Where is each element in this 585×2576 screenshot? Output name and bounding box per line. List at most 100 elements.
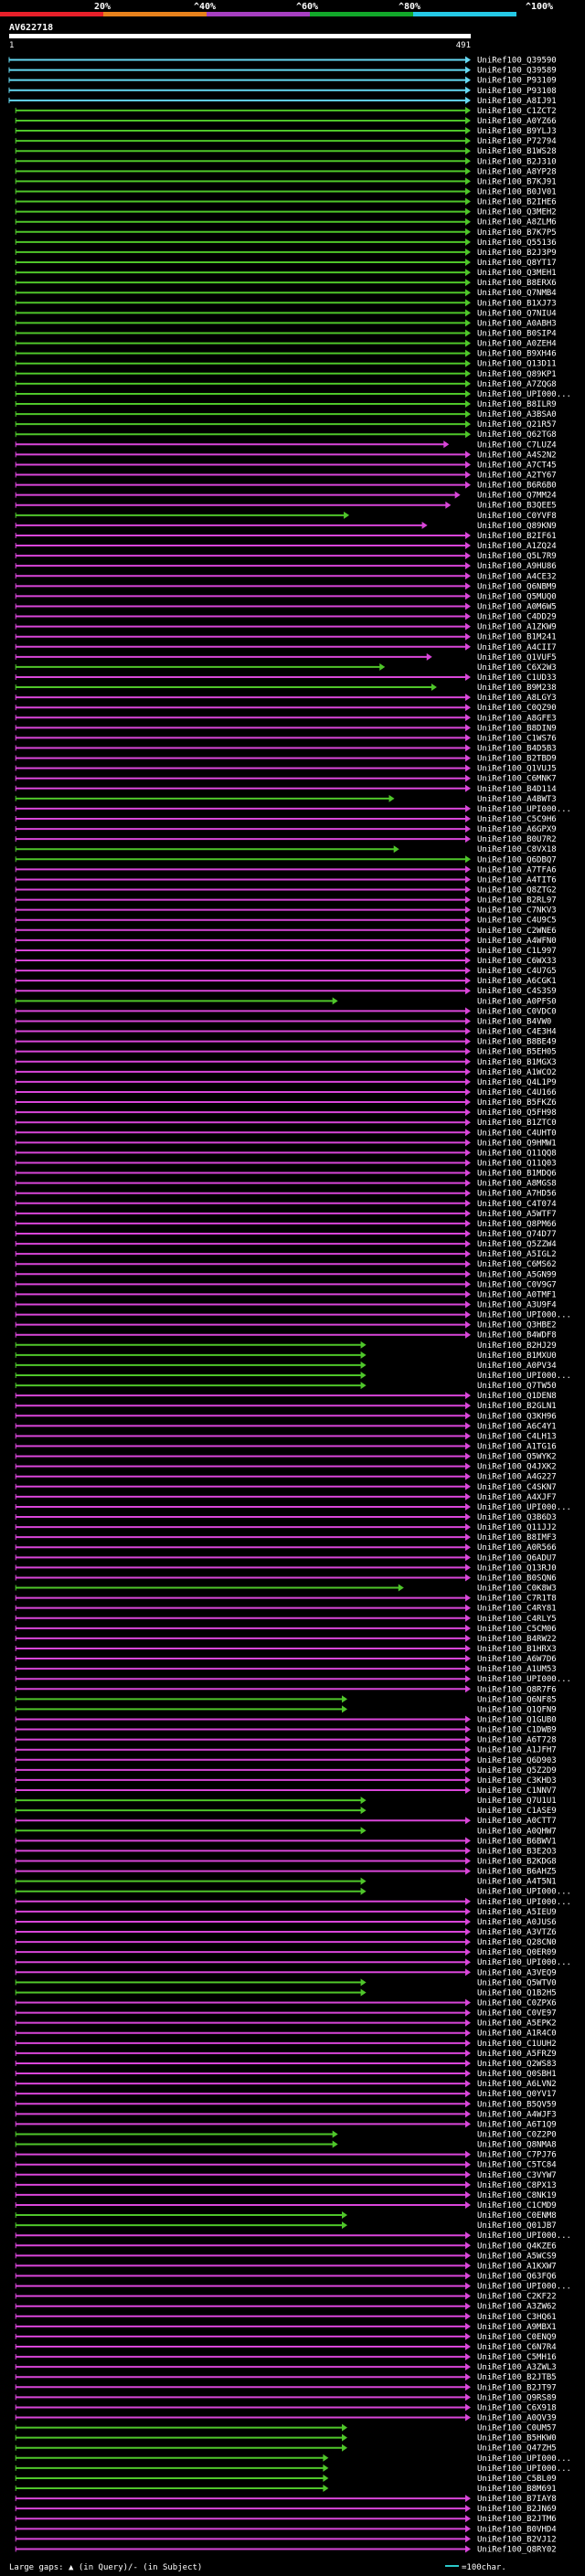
hit-row[interactable]: UniRef100_UPI000... [15,804,571,814]
hit-label[interactable]: UniRef100_UPI000... [477,2231,571,2241]
hit-row[interactable]: UniRef100_B4D5B3 [15,744,557,753]
hit-row[interactable]: UniRef100_B1M241 [15,632,557,642]
hit-label[interactable]: UniRef100_A4T5N1 [477,1878,557,1887]
hit-label[interactable]: UniRef100_A2TY67 [477,472,557,481]
hit-label[interactable]: UniRef100_Q55136 [477,239,557,248]
hit-row[interactable]: UniRef100_B0SQN6 [15,1574,557,1583]
hit-label[interactable]: UniRef100_C7LUZ4 [477,440,557,450]
hit-row[interactable]: UniRef100_B2JN69 [15,2505,557,2514]
hit-row[interactable]: UniRef100_C1ZCT2 [15,106,557,116]
hit-row[interactable]: UniRef100_B4WDF8 [15,1330,557,1341]
hit-label[interactable]: UniRef100_Q1VUJ5 [477,765,557,774]
hit-label[interactable]: UniRef100_B9M238 [477,684,557,693]
hit-label[interactable]: UniRef100_A5IGL2 [477,1250,557,1259]
hit-label[interactable]: UniRef100_C6MNK7 [477,775,557,784]
hit-label[interactable]: UniRef100_A9MBX1 [477,2323,557,2332]
hit-row[interactable]: UniRef100_B4D114 [15,784,557,794]
hit-row[interactable]: UniRef100_B9YLJ3 [15,127,557,136]
hit-label[interactable]: UniRef100_B2J3P9 [477,249,557,258]
hit-row[interactable]: UniRef100_C1NNV7 [15,1786,557,1796]
hit-label[interactable]: UniRef100_P93108 [477,87,557,96]
hit-row[interactable]: UniRef100_Q4KZE6 [15,2242,557,2251]
hit-row[interactable]: UniRef100_A3BSA0 [15,410,557,419]
hit-row[interactable]: UniRef100_C8PX13 [15,2180,557,2190]
hit-label[interactable]: UniRef100_B4WDF8 [477,1331,557,1341]
hit-row[interactable]: UniRef100_Q5L7R9 [15,552,557,561]
hit-label[interactable]: UniRef100_A5WCS9 [477,2252,557,2261]
hit-label[interactable]: UniRef100_Q1DEN8 [477,1392,557,1401]
hit-row[interactable]: UniRef100_C5CM06 [15,1624,557,1634]
hit-row[interactable]: UniRef100_A4XJF7 [15,1492,557,1502]
hit-row[interactable]: UniRef100_A1R4C0 [15,2029,557,2039]
hit-row[interactable]: UniRef100_A0YZ66 [15,117,557,126]
hit-row[interactable]: UniRef100_A1ZQ24 [15,542,557,551]
hit-row[interactable]: UniRef100_Q6NBM9 [15,582,557,591]
hit-row[interactable]: UniRef100_Q28CN0 [15,1938,557,1947]
hit-label[interactable]: UniRef100_Q11Q03 [477,1159,557,1168]
hit-label[interactable]: UniRef100_Q9HMW1 [477,1139,557,1148]
hit-label[interactable]: UniRef100_B8IMF3 [477,1533,557,1542]
hit-row[interactable]: UniRef100_B2RL97 [15,896,557,906]
hit-row[interactable]: UniRef100_C8VX18 [15,845,557,854]
hit-row[interactable]: UniRef100_UPI000... [15,389,571,399]
hit-row[interactable]: UniRef100_P93109 [8,76,557,86]
hit-row[interactable]: UniRef100_Q62TG8 [15,430,557,440]
hit-label[interactable]: UniRef100_C0V9G7 [477,1280,557,1289]
hit-label[interactable]: UniRef100_C3HQ61 [477,2313,557,2322]
hit-row[interactable]: UniRef100_A8MGS8 [15,1179,557,1189]
hit-label[interactable]: UniRef100_C4RY81 [477,1605,557,1614]
hit-label[interactable]: UniRef100_UPI000... [477,805,571,814]
hit-row[interactable]: UniRef100_A1UM53 [15,1665,557,1674]
hit-label[interactable]: UniRef100_B4RW22 [477,1635,557,1644]
hit-row[interactable]: UniRef100_B2JTM6 [15,2515,557,2524]
hit-label[interactable]: UniRef100_B2RL97 [477,896,557,906]
hit-row[interactable]: UniRef100_UPI000... [15,1958,571,1967]
hit-row[interactable]: UniRef100_Q1QFN9 [15,1705,557,1714]
hit-label[interactable]: UniRef100_C8NK19 [477,2191,557,2200]
hit-label[interactable]: UniRef100_B4VW0 [477,1017,551,1026]
hit-row[interactable]: UniRef100_UPI000... [15,2231,571,2241]
hit-row[interactable]: UniRef100_Q39589 [8,66,557,76]
hit-row[interactable]: UniRef100_B6R6B0 [15,481,557,491]
hit-row[interactable]: UniRef100_C4U166 [15,1087,557,1097]
hit-row[interactable]: UniRef100_Q3MEH1 [15,269,557,278]
hit-label[interactable]: UniRef100_B1WS28 [477,147,557,156]
hit-label[interactable]: UniRef100_B8DIN9 [477,724,557,733]
hit-row[interactable]: UniRef100_C6MNK7 [15,774,557,784]
hit-label[interactable]: UniRef100_A8IJ91 [477,97,557,106]
hit-label[interactable]: UniRef100_B5FKZ6 [477,1098,557,1108]
hit-row[interactable]: UniRef100_Q9HMW1 [15,1139,557,1148]
hit-row[interactable]: UniRef100_A0TMF1 [15,1290,557,1299]
hit-row[interactable]: UniRef100_B8IMF3 [15,1533,557,1542]
hit-label[interactable]: UniRef100_A8MGS8 [477,1180,557,1189]
hit-label[interactable]: UniRef100_A4G227 [477,1473,557,1482]
hit-label[interactable]: UniRef100_C1UD33 [477,673,557,683]
hit-row[interactable]: UniRef100_Q6DBQ7 [15,855,557,864]
hit-label[interactable]: UniRef100_A7HD56 [477,1190,557,1199]
hit-label[interactable]: UniRef100_Q0YV17 [477,2090,557,2099]
hit-label[interactable]: UniRef100_B6BWV1 [477,1837,557,1846]
hit-row[interactable]: UniRef100_A5WTF7 [15,1209,557,1219]
hit-row[interactable]: UniRef100_P93108 [8,86,557,96]
hit-label[interactable]: UniRef100_B3E2O3 [477,1847,557,1856]
hit-label[interactable]: UniRef100_A4CII7 [477,643,557,652]
hit-label[interactable]: UniRef100_B3QEE5 [477,502,557,511]
hit-row[interactable]: UniRef100_C6X2W3 [15,663,557,673]
hit-row[interactable]: UniRef100_C3HQ61 [15,2312,557,2322]
hit-label[interactable]: UniRef100_A4WJF3 [477,2110,557,2119]
hit-row[interactable]: UniRef100_B6AHZ5 [15,1867,557,1877]
hit-label[interactable]: UniRef100_C4RLY5 [477,1615,557,1624]
hit-row[interactable]: UniRef100_A4T5N1 [15,1877,557,1887]
hit-label[interactable]: UniRef100_A7ZQG8 [477,380,557,389]
hit-label[interactable]: UniRef100_C0K8W3 [477,1585,557,1594]
hit-row[interactable]: UniRef100_Q1VUJ5 [15,764,557,774]
hit-row[interactable]: UniRef100_B2VJ12 [15,2535,557,2544]
hit-label[interactable]: UniRef100_A0TMF1 [477,1290,557,1299]
hit-row[interactable]: UniRef100_B2JT97 [15,2383,557,2392]
hit-row[interactable]: UniRef100_C0ENM8 [15,2211,557,2221]
hit-label[interactable]: UniRef100_B6AHZ5 [477,1868,557,1877]
hit-row[interactable]: UniRef100_A3VTZ6 [15,1928,557,1937]
hit-label[interactable]: UniRef100_B8ERX6 [477,279,557,288]
hit-label[interactable]: UniRef100_C1CMD9 [477,2201,557,2210]
hit-row[interactable]: UniRef100_C0K8W3 [15,1584,557,1594]
